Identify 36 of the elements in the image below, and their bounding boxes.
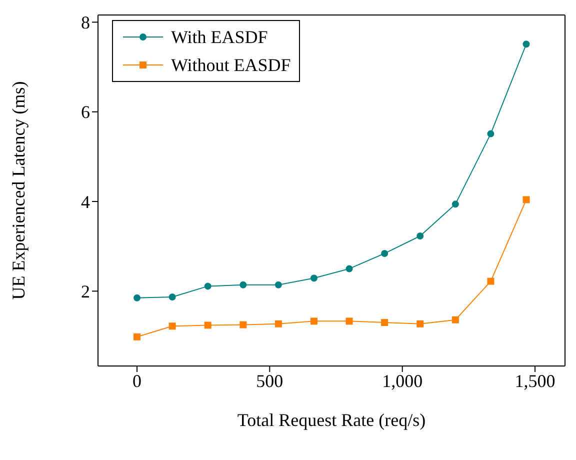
y-tick-label: 6 xyxy=(81,102,90,122)
point xyxy=(310,274,318,282)
point xyxy=(416,320,424,328)
y-tick-label: 4 xyxy=(81,192,90,212)
point xyxy=(487,278,494,285)
point xyxy=(168,322,176,330)
point xyxy=(274,320,282,328)
legend-label: With EASDF xyxy=(171,26,268,49)
point xyxy=(522,40,530,48)
point xyxy=(240,281,247,288)
point xyxy=(240,321,247,328)
point xyxy=(381,319,388,326)
point xyxy=(204,282,212,290)
x-tick-label: 500 xyxy=(256,370,284,391)
point xyxy=(134,294,141,302)
y-axis-title: UE Experienced Latency (ms) xyxy=(8,81,28,300)
x-tick-label: 0 xyxy=(132,370,142,391)
x-tick-label: 1,000 xyxy=(382,370,423,391)
point xyxy=(416,232,424,240)
point xyxy=(487,130,494,138)
point xyxy=(452,200,459,208)
point xyxy=(168,293,176,300)
x-tick-label: 1,500 xyxy=(514,370,556,391)
point xyxy=(452,316,459,324)
y-tick-label: 8 xyxy=(81,12,90,33)
point xyxy=(346,265,353,272)
y-tick-label: 2 xyxy=(81,282,90,302)
point xyxy=(134,333,141,340)
legend-label: Without EASDF xyxy=(171,54,291,77)
point xyxy=(310,318,318,325)
point xyxy=(522,196,530,204)
point xyxy=(204,322,212,329)
point xyxy=(274,281,282,288)
x-axis-title: Total Request Rate (req/s) xyxy=(237,410,426,430)
point xyxy=(346,318,353,325)
point xyxy=(381,250,388,257)
